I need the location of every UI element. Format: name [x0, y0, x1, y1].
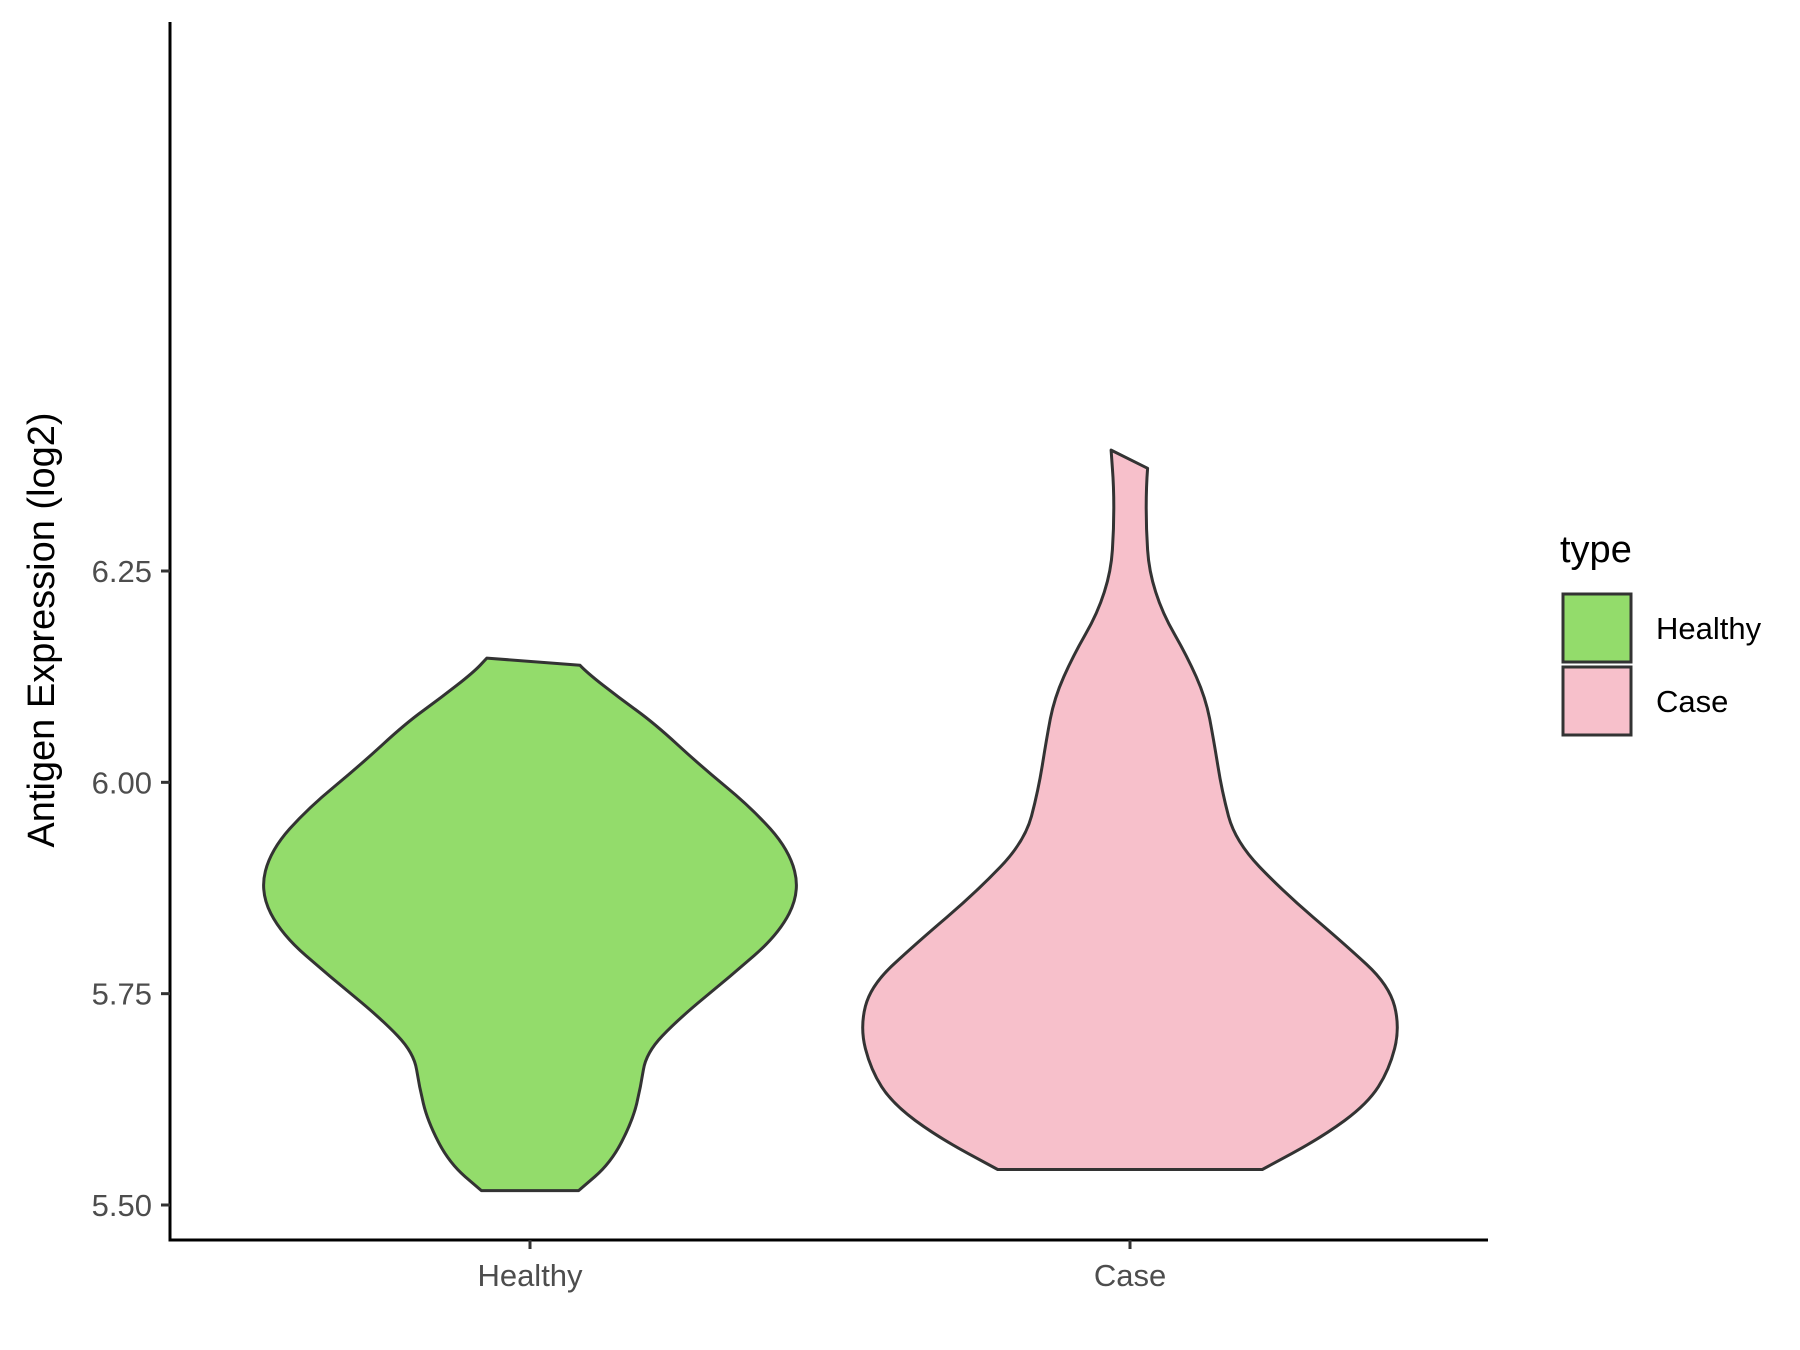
- y-tick-label: 5.75: [92, 977, 152, 1012]
- legend-title: type: [1560, 529, 1632, 571]
- y-axis-ticks: 5.50 5.75 6.00 6.25: [92, 554, 170, 1223]
- y-tick-label: 6.25: [92, 554, 152, 589]
- violin-case: [861, 448, 1399, 1171]
- violin-healthy: [262, 656, 798, 1193]
- x-tick-label: Healthy: [477, 1258, 583, 1293]
- legend-label-case: Case: [1656, 684, 1728, 719]
- y-tick-label: 5.50: [92, 1188, 152, 1223]
- y-axis-title: Antigen Expression (log2): [21, 412, 63, 847]
- violins-layer: [262, 448, 1399, 1193]
- y-tick-label: 6.00: [92, 765, 152, 800]
- legend-label-healthy: Healthy: [1656, 611, 1762, 646]
- legend-key-case: [1561, 665, 1633, 737]
- legend: type Healthy Case: [1560, 529, 1762, 737]
- x-tick-label: Case: [1094, 1258, 1166, 1293]
- x-axis-ticks: Healthy Case: [477, 1240, 1166, 1293]
- legend-key-healthy: [1561, 592, 1633, 664]
